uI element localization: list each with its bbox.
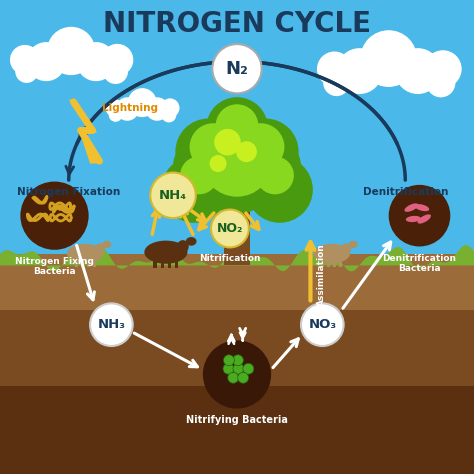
Circle shape (236, 141, 257, 162)
Text: NO₂: NO₂ (217, 222, 243, 235)
Circle shape (395, 48, 441, 94)
Circle shape (232, 118, 299, 185)
Text: Lightning: Lightning (102, 103, 158, 113)
Circle shape (210, 155, 227, 172)
FancyBboxPatch shape (327, 255, 330, 266)
Circle shape (214, 129, 241, 155)
FancyBboxPatch shape (75, 255, 78, 266)
Circle shape (180, 156, 218, 194)
Circle shape (238, 373, 248, 383)
Circle shape (256, 156, 294, 194)
Circle shape (47, 27, 95, 75)
Circle shape (224, 355, 234, 366)
FancyBboxPatch shape (339, 255, 342, 266)
Circle shape (233, 363, 244, 374)
Text: NH₄: NH₄ (159, 189, 187, 202)
Polygon shape (69, 100, 102, 164)
Circle shape (237, 123, 284, 171)
Circle shape (15, 60, 38, 83)
Circle shape (360, 30, 417, 87)
FancyBboxPatch shape (161, 255, 164, 267)
Circle shape (161, 108, 176, 122)
Circle shape (232, 355, 244, 366)
Text: Nitrogen Fixing
Bacteria: Nitrogen Fixing Bacteria (15, 257, 94, 276)
Circle shape (146, 97, 169, 121)
Circle shape (150, 173, 196, 218)
Circle shape (27, 42, 66, 81)
Ellipse shape (406, 216, 421, 222)
Circle shape (175, 118, 242, 185)
Circle shape (10, 45, 40, 75)
Circle shape (161, 156, 228, 223)
Ellipse shape (95, 244, 105, 255)
Circle shape (103, 59, 128, 84)
FancyBboxPatch shape (81, 255, 83, 266)
Circle shape (128, 88, 157, 117)
Circle shape (323, 69, 350, 96)
Text: Nitrification: Nitrification (199, 254, 261, 263)
Circle shape (212, 44, 262, 93)
Ellipse shape (414, 204, 429, 211)
Ellipse shape (177, 240, 189, 253)
Ellipse shape (186, 237, 197, 246)
Ellipse shape (67, 244, 104, 264)
Text: N₂: N₂ (226, 60, 248, 78)
Circle shape (190, 123, 237, 171)
Circle shape (173, 140, 225, 192)
Circle shape (203, 340, 271, 409)
Circle shape (106, 99, 123, 117)
FancyBboxPatch shape (0, 310, 474, 389)
Text: Denitrification
Bacteria: Denitrification Bacteria (383, 254, 456, 273)
FancyBboxPatch shape (0, 254, 474, 313)
Circle shape (116, 97, 139, 121)
Circle shape (223, 363, 234, 374)
Circle shape (206, 97, 268, 159)
Circle shape (228, 373, 238, 383)
Ellipse shape (145, 241, 188, 264)
FancyBboxPatch shape (224, 194, 250, 265)
FancyBboxPatch shape (168, 255, 171, 267)
Circle shape (424, 50, 462, 88)
Circle shape (216, 104, 258, 147)
Ellipse shape (404, 203, 419, 212)
Circle shape (20, 182, 89, 250)
FancyBboxPatch shape (154, 255, 157, 267)
Text: Nitrifying Bacteria: Nitrifying Bacteria (186, 415, 288, 425)
Circle shape (90, 303, 133, 346)
Circle shape (101, 44, 133, 76)
Ellipse shape (341, 244, 351, 255)
Ellipse shape (348, 241, 358, 248)
Circle shape (211, 210, 249, 247)
Circle shape (201, 126, 273, 197)
Text: Nitrogen Fixation: Nitrogen Fixation (17, 187, 120, 197)
Polygon shape (0, 245, 474, 271)
Circle shape (160, 99, 180, 118)
Circle shape (337, 48, 383, 94)
Ellipse shape (314, 244, 350, 264)
Circle shape (301, 303, 344, 346)
FancyBboxPatch shape (334, 255, 337, 266)
Ellipse shape (102, 241, 111, 248)
Text: NO₃: NO₃ (308, 318, 337, 331)
FancyBboxPatch shape (321, 255, 324, 266)
FancyBboxPatch shape (87, 255, 90, 266)
Circle shape (243, 363, 254, 374)
Circle shape (76, 42, 116, 81)
FancyBboxPatch shape (175, 255, 178, 267)
FancyBboxPatch shape (93, 255, 96, 266)
Circle shape (109, 108, 122, 122)
FancyBboxPatch shape (0, 386, 474, 474)
Circle shape (389, 185, 450, 246)
Ellipse shape (418, 214, 431, 224)
Text: Denitrification: Denitrification (363, 187, 448, 197)
Text: NH₃: NH₃ (97, 318, 126, 331)
Circle shape (190, 118, 284, 213)
Circle shape (317, 52, 352, 87)
Text: Assimilation: Assimilation (317, 244, 326, 306)
Circle shape (249, 140, 301, 192)
Circle shape (246, 156, 313, 223)
Circle shape (426, 68, 456, 97)
Text: NITROGEN CYCLE: NITROGEN CYCLE (103, 10, 371, 38)
